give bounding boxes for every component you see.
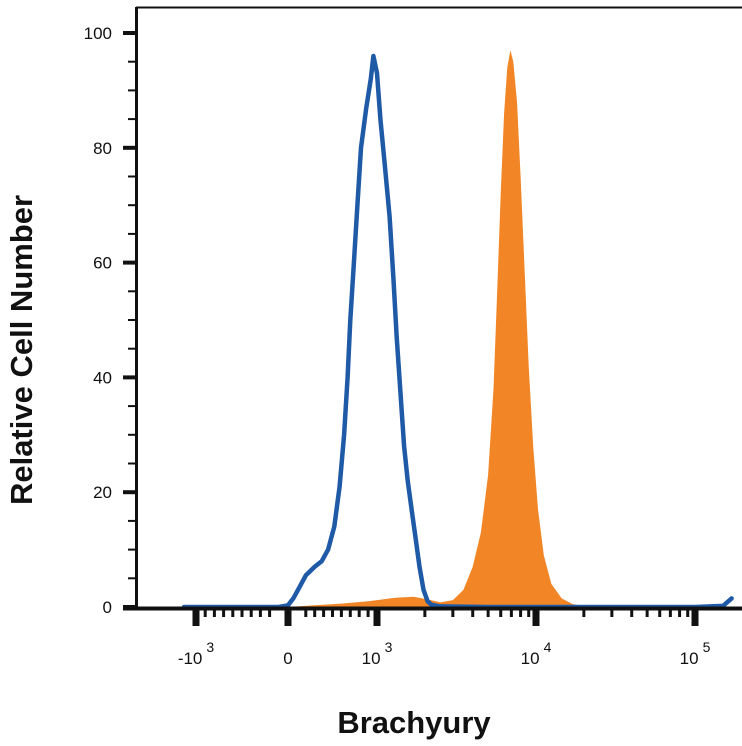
y-ticks: 0 20 40 60 80 100 [84,24,136,617]
plot-marks [181,50,734,610]
x-tick-base: 10 [680,649,699,668]
x-tick-base: 0 [283,649,292,668]
x-tick-label: 104 [521,639,552,668]
y-tick-label: 40 [93,368,112,387]
y-tick-label: 100 [84,24,112,43]
x-tick-label: 103 [362,639,393,668]
x-tick-base: -10 [178,649,203,668]
series-0-line-histogram [181,53,734,610]
x-axis-title: Brachyury [337,705,491,740]
y-tick-label: 0 [103,598,112,617]
x-tick-exponent: 5 [703,639,711,655]
x-tick-exponent: 3 [385,639,393,655]
x-tick-label: 105 [680,639,711,668]
x-tick-exponent: 3 [206,639,214,655]
x-tick-base: 10 [362,649,381,668]
series-1-filled-histogram [288,50,591,607]
x-tick-label: 0 [283,649,292,668]
y-tick-label: 80 [93,139,112,158]
x-tick-label: -103 [178,639,215,668]
y-axis-title: Relative Cell Number [4,195,39,505]
axes [123,6,742,611]
x-tick-base: 10 [521,649,540,668]
y-tick-label: 60 [93,254,112,273]
y-tick-label: 20 [93,483,112,502]
x-tick-exponent: 4 [544,639,552,655]
